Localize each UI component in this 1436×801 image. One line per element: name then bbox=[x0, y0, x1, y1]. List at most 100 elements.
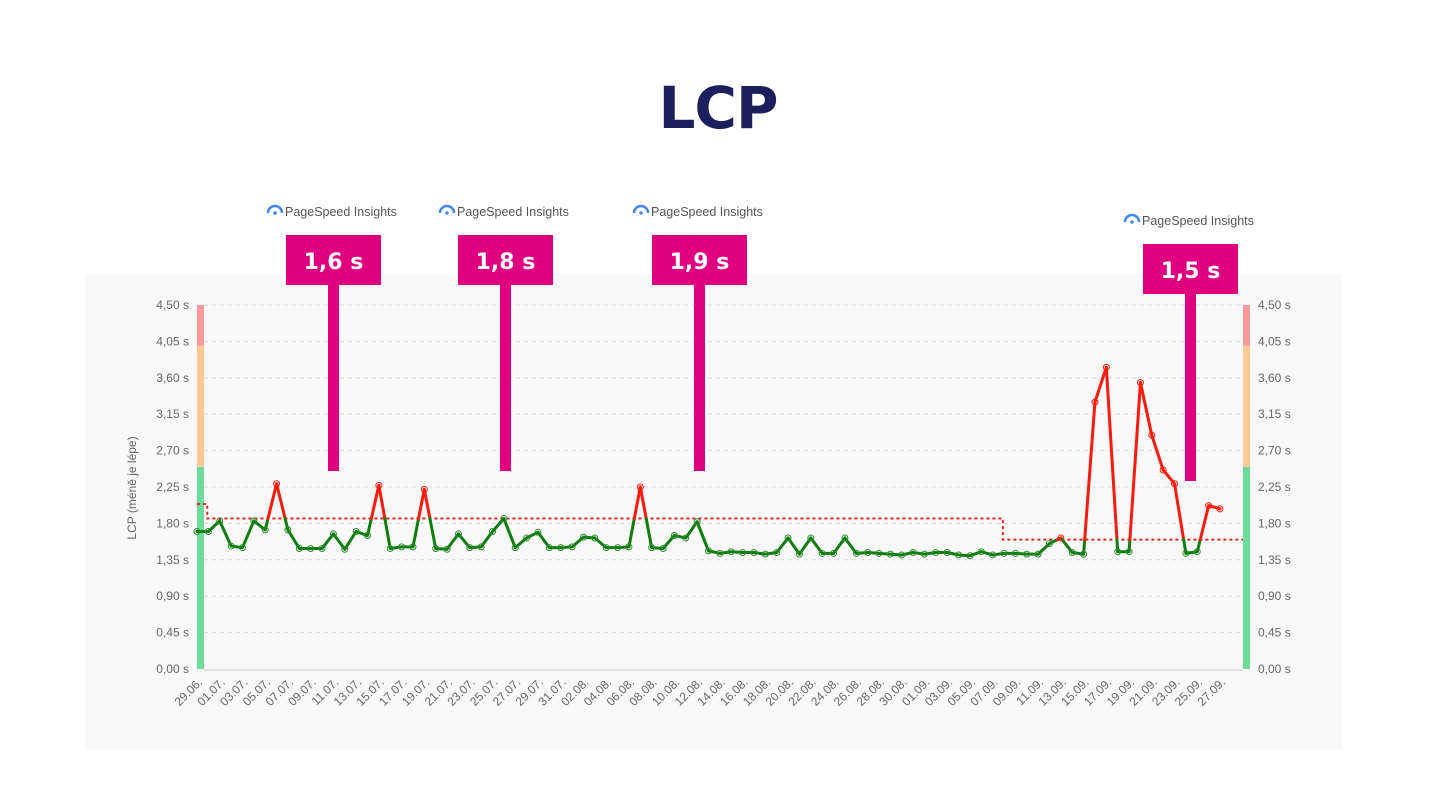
data-point bbox=[614, 544, 622, 552]
data-point bbox=[216, 517, 224, 525]
series-segment bbox=[422, 487, 432, 521]
series-segment bbox=[945, 551, 961, 557]
threshold-line-path bbox=[197, 502, 1243, 541]
pagespeed-label: PageSpeed Insights bbox=[1142, 214, 1254, 228]
annotation-box bbox=[286, 235, 381, 285]
data-point bbox=[386, 544, 394, 552]
series-segment bbox=[638, 485, 648, 521]
series-segment bbox=[979, 550, 995, 557]
data-point bbox=[193, 527, 201, 535]
y-tick-label-right: 1,80 s bbox=[1258, 516, 1291, 530]
annotation-value: 1,8 s bbox=[476, 250, 536, 275]
data-point bbox=[375, 481, 383, 489]
series-segment bbox=[1173, 482, 1186, 542]
pagespeed-label: PageSpeed Insights bbox=[285, 205, 397, 219]
data-point bbox=[750, 549, 758, 557]
series-segment bbox=[707, 549, 722, 555]
data-point bbox=[443, 545, 451, 553]
data-point bbox=[784, 534, 792, 542]
series-segment bbox=[616, 545, 631, 550]
data-point bbox=[898, 551, 906, 559]
series-segment bbox=[266, 482, 279, 521]
pagespeed-logo-dot bbox=[273, 211, 277, 215]
data-point bbox=[1125, 548, 1133, 556]
page-title: LCP bbox=[658, 74, 778, 142]
data-point bbox=[602, 544, 610, 552]
data-point bbox=[920, 550, 928, 558]
series-segment bbox=[763, 551, 779, 556]
pagespeed-label: PageSpeed Insights bbox=[651, 205, 763, 219]
data-point bbox=[659, 544, 667, 552]
series-segment bbox=[559, 545, 574, 550]
series-segment bbox=[369, 483, 381, 521]
series-segment bbox=[1104, 365, 1119, 542]
series-segment bbox=[1036, 542, 1051, 556]
series-segment bbox=[877, 551, 892, 556]
data-point bbox=[739, 549, 747, 557]
data-point bbox=[648, 544, 656, 552]
series-segment bbox=[1184, 550, 1199, 555]
data-point bbox=[273, 480, 281, 488]
pagespeed-annotation: PageSpeed Insights 1,9 s bbox=[632, 204, 763, 471]
data-point bbox=[1034, 550, 1042, 558]
series-segment bbox=[854, 551, 870, 555]
series-segment bbox=[752, 551, 767, 556]
data-point bbox=[909, 549, 917, 557]
pagespeed-logo-icon bbox=[1123, 213, 1141, 223]
data-point bbox=[682, 534, 690, 542]
series-segment bbox=[1182, 538, 1188, 555]
data-point bbox=[693, 518, 701, 526]
annotation-box bbox=[458, 235, 553, 285]
series-segment bbox=[1115, 538, 1120, 554]
data-point bbox=[489, 527, 497, 535]
series-segment bbox=[513, 536, 529, 550]
series-segment bbox=[1198, 504, 1211, 542]
series-segment bbox=[411, 517, 421, 549]
data-point bbox=[955, 551, 963, 559]
data-point bbox=[398, 543, 406, 551]
series-segment bbox=[922, 551, 938, 556]
data-point bbox=[466, 544, 474, 552]
band-bar bbox=[1243, 345, 1250, 467]
series-segment bbox=[888, 552, 904, 557]
data-point bbox=[568, 543, 576, 551]
data-point bbox=[318, 544, 326, 552]
data-point bbox=[1114, 548, 1122, 556]
data-point bbox=[886, 550, 894, 558]
series-segment bbox=[1127, 538, 1132, 554]
band-bar bbox=[197, 345, 204, 467]
annotation-stem bbox=[500, 285, 511, 471]
series-segment bbox=[1207, 504, 1222, 511]
y-tick-label-left: 2,25 s bbox=[156, 480, 189, 494]
data-point bbox=[1023, 550, 1031, 558]
data-point bbox=[557, 544, 565, 552]
y-tick-label-left: 1,35 s bbox=[156, 553, 189, 567]
series-segment bbox=[354, 529, 369, 538]
y-tick-label-right: 4,50 s bbox=[1258, 298, 1291, 312]
series-segment bbox=[434, 546, 449, 551]
series-segment bbox=[218, 519, 233, 548]
series-segment bbox=[866, 551, 881, 555]
series-segment bbox=[644, 517, 654, 550]
y-tick-label-right: 0,00 s bbox=[1258, 662, 1291, 676]
y-tick-label-left: 4,50 s bbox=[156, 298, 189, 312]
data-point bbox=[1057, 534, 1065, 542]
data-point bbox=[238, 544, 246, 552]
data-point bbox=[1159, 466, 1167, 474]
series-segment bbox=[468, 545, 483, 550]
data-point bbox=[864, 549, 872, 557]
series-segment bbox=[383, 517, 392, 550]
series-segment bbox=[1082, 538, 1087, 556]
band-bar bbox=[1243, 466, 1250, 669]
data-point bbox=[1091, 398, 1099, 406]
series-segment bbox=[900, 551, 915, 557]
series-segment bbox=[283, 517, 290, 532]
series-segment bbox=[206, 519, 222, 533]
series-segment bbox=[1083, 400, 1097, 542]
band-bar bbox=[197, 305, 204, 346]
data-point bbox=[1193, 548, 1201, 556]
data-point bbox=[1205, 502, 1213, 510]
series-segment bbox=[581, 535, 597, 540]
series-segment bbox=[263, 517, 270, 532]
